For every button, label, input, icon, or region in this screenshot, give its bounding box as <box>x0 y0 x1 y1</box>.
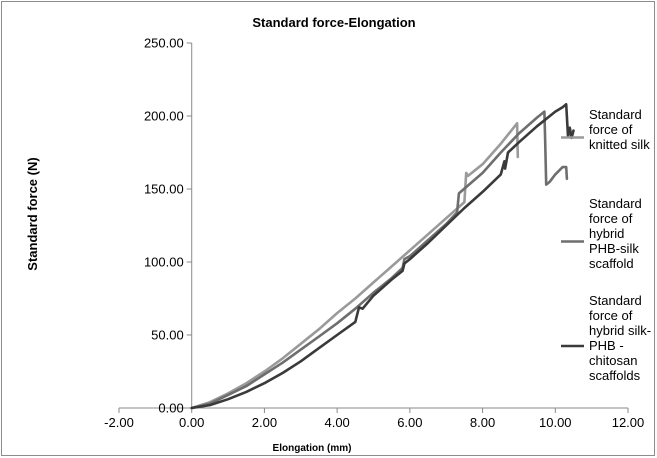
series-layer <box>190 103 575 410</box>
legend-line: hybrid silk- <box>589 323 651 338</box>
legend-line: force of <box>589 122 633 137</box>
x-tick-label: 2.00 <box>252 415 277 430</box>
legend-line: Standard <box>589 196 642 211</box>
x-tick-label: 8.00 <box>470 415 495 430</box>
legend-line: chitosan <box>589 353 637 368</box>
y-tick-label: 50.00 <box>151 328 184 343</box>
x-tick-label: 0.00 <box>179 415 204 430</box>
y-tick-label: 0.00 <box>158 401 183 416</box>
legend-line: Standard <box>589 293 642 308</box>
y-tick-label: 200.00 <box>144 109 184 124</box>
y-tick-label: 250.00 <box>144 36 184 51</box>
axes: -2.00 0.00 2.00 4.00 6.00 8.00 10.00 12.00 0.00 5… <box>104 36 644 431</box>
legend-line: PHB - <box>589 338 624 353</box>
x-tick-label: 4.00 <box>324 415 349 430</box>
x-tick-label: 10.00 <box>539 415 572 430</box>
y-axis-label: Standard force (N) <box>25 157 40 270</box>
legend-line: knitted silk <box>589 137 650 152</box>
legend-line: scaffold <box>589 256 634 271</box>
x-axis-label: Elongation (mm) <box>273 443 352 454</box>
legend-line: scaffolds <box>589 368 641 383</box>
legend-line: force of <box>589 211 633 226</box>
legend-entry-1: Standard force of knitted silk <box>589 107 650 152</box>
legend-line: hybrid <box>589 226 624 241</box>
y-tick-label: 150.00 <box>144 182 184 197</box>
series-line-2 <box>190 110 569 410</box>
series-line-1 <box>190 122 520 410</box>
legend-line: Standard <box>589 107 642 122</box>
y-tick-label: 100.00 <box>144 255 184 270</box>
legend-line: PHB-silk <box>589 241 639 256</box>
legend-line: force of <box>589 308 633 323</box>
x-tick-label: 12.00 <box>612 415 645 430</box>
legend-entry-2: Standard force of hybrid PHB-silk scaffold <box>589 196 642 271</box>
legend-entry-3: Standard force of hybrid silk-PHB -chitosa… <box>589 293 651 383</box>
x-tick-label: 6.00 <box>397 415 422 430</box>
x-tick-label: -2.00 <box>104 415 134 430</box>
chart-title: Standard force-Elongation <box>252 15 415 30</box>
series-line-3 <box>190 103 575 410</box>
